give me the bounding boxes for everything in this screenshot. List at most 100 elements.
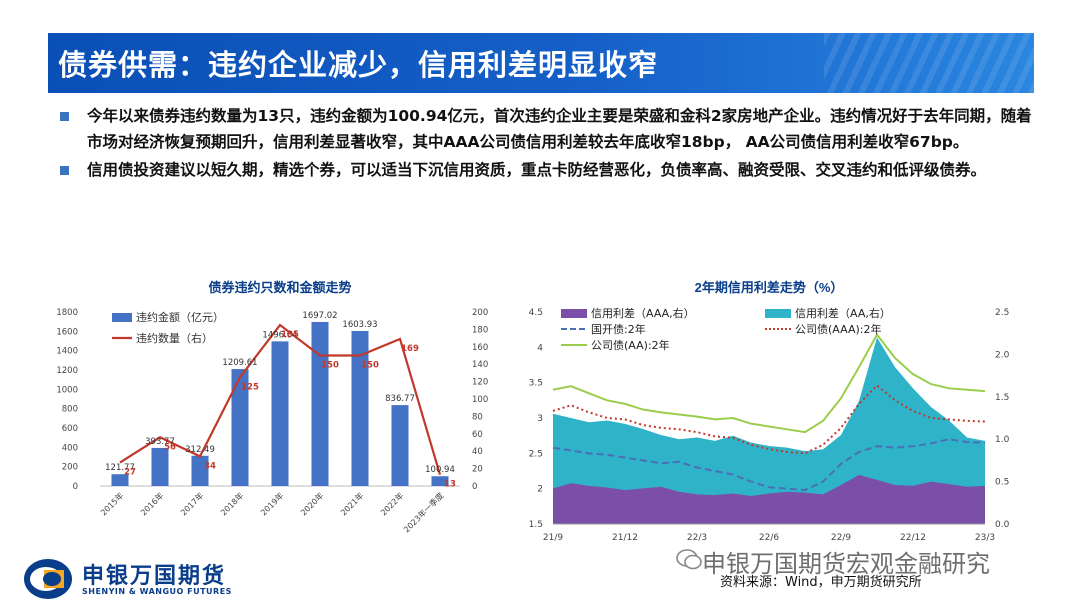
y-right-tick-label: 160 xyxy=(472,343,488,353)
y-left-tick-label: 4 xyxy=(537,343,543,353)
x-tick-label: 2020年 xyxy=(298,490,325,517)
y-left-tick-label: 200 xyxy=(62,463,78,473)
line-data-label: 27 xyxy=(124,468,136,478)
y-right-tick-label: 0 xyxy=(472,482,477,492)
area-series xyxy=(553,474,985,524)
bar xyxy=(271,341,289,486)
bar xyxy=(351,330,369,486)
x-tick-label: 21/9 xyxy=(543,533,563,543)
legend-label: 信用利差（AA,右） xyxy=(795,306,891,320)
x-tick-label: 2015年 xyxy=(98,490,125,517)
legend-swatch xyxy=(561,309,587,318)
y-left-tick-label: 1200 xyxy=(56,366,78,376)
y-left-tick-label: 2 xyxy=(537,485,543,495)
bullet-text: 信用债投资建议以短久期，精选个券，可以适当下沉信用资质，重点卡防经营恶化，负债率… xyxy=(87,161,987,179)
legend-label: 信用利差（AAA,右） xyxy=(591,306,695,320)
x-tick-label: 2017年 xyxy=(178,490,205,517)
bar-data-label: 1697.02 xyxy=(302,311,337,321)
y-right-tick-label: 2.0 xyxy=(995,350,1010,360)
line-data-label: 56 xyxy=(164,442,176,452)
y-right-tick-label: 60 xyxy=(472,430,483,440)
chart-title: 债券违约只数和金额走势 xyxy=(208,280,351,295)
y-right-tick-label: 1.5 xyxy=(995,393,1009,403)
count-line xyxy=(119,323,442,476)
line-data-label: 150 xyxy=(361,361,379,371)
y-left-tick-label: 2.5 xyxy=(529,449,543,459)
bullet-square-icon xyxy=(60,112,69,121)
y-right-tick-label: 20 xyxy=(472,465,483,475)
bar xyxy=(191,455,209,486)
x-tick-label: 2023年一季度 xyxy=(401,490,445,534)
line-series xyxy=(552,384,986,455)
y-right-tick-label: 40 xyxy=(472,447,483,457)
title-bar: 债券供需：违约企业减少，信用利差明显收窄 xyxy=(48,33,1034,93)
bar xyxy=(231,369,249,486)
bar-data-label: 312.49 xyxy=(185,445,215,455)
x-tick-label: 22/3 xyxy=(687,533,707,543)
line-data-label: 34 xyxy=(204,461,216,471)
bullet-text: 今年以来债券违约数量为13只，违约金额为100.94亿元，首次违约企业主要是荣盛… xyxy=(87,107,1032,151)
y-left-tick-label: 1000 xyxy=(56,385,78,395)
wechat-icon xyxy=(676,549,702,570)
title-bar-decoration xyxy=(824,33,1034,93)
bullet-square-icon xyxy=(60,166,69,175)
x-tick-label: 2022年 xyxy=(378,490,405,517)
area-series xyxy=(553,337,985,524)
y-left-tick-label: 1600 xyxy=(56,327,78,337)
y-left-tick-label: 0 xyxy=(73,482,78,492)
legend-label: 国开债:2年 xyxy=(591,322,646,336)
watermark: 申银万国期货宏观金融研究 xyxy=(672,544,990,579)
x-tick-label: 2021年 xyxy=(338,490,365,517)
watermark-text: 申银万国期货宏观金融研究 xyxy=(702,550,990,578)
y-right-tick-label: 0.5 xyxy=(995,478,1009,488)
line-data-label: 185 xyxy=(281,330,299,340)
x-tick-label: 2018年 xyxy=(218,490,245,517)
legend-label: 违约数量（右） xyxy=(136,331,213,345)
x-tick-label: 22/9 xyxy=(831,533,851,543)
legend-label: 公司债(AA):2年 xyxy=(591,338,670,352)
y-left-tick-label: 1.5 xyxy=(529,520,543,530)
bar-data-label: 121.77 xyxy=(105,463,135,473)
bar xyxy=(111,474,129,486)
y-left-tick-label: 3 xyxy=(537,414,543,424)
line-data-label: 13 xyxy=(444,480,456,490)
line-data-label: 150 xyxy=(321,361,339,371)
y-left-tick-label: 1800 xyxy=(56,308,78,318)
logo-emblem-icon xyxy=(24,559,72,599)
bar-data-label: 1496.04 xyxy=(262,330,297,340)
y-right-tick-label: 100 xyxy=(472,395,488,405)
y-left-tick-label: 3.5 xyxy=(529,379,543,389)
x-tick-label: 2019年 xyxy=(258,490,285,517)
y-left-tick-label: 400 xyxy=(62,443,78,453)
y-right-tick-label: 200 xyxy=(472,308,488,318)
line-data-label: 169 xyxy=(401,344,419,354)
y-right-tick-label: 0.0 xyxy=(995,520,1010,530)
bar xyxy=(151,447,169,486)
bar xyxy=(431,476,449,486)
bar-data-label: 100.94 xyxy=(425,465,455,475)
default-bar-chart: 债券违约只数和金额走势02004006008001000120014001600… xyxy=(56,280,488,534)
y-left-tick-label: 800 xyxy=(62,405,78,415)
y-right-tick-label: 1.0 xyxy=(995,435,1010,445)
x-tick-label: 2016年 xyxy=(138,490,165,517)
line-series xyxy=(552,332,986,434)
y-left-tick-label: 1400 xyxy=(56,347,78,357)
legend-swatch xyxy=(765,309,791,318)
bullet-list: 今年以来债券违约数量为13只，违约金额为100.94亿元，首次违约企业主要是荣盛… xyxy=(55,103,1040,185)
bullet-item: 今年以来债券违约数量为13只，违约金额为100.94亿元，首次违约企业主要是荣盛… xyxy=(55,103,1040,155)
y-right-tick-label: 180 xyxy=(472,325,488,335)
y-right-tick-label: 140 xyxy=(472,360,488,370)
logo-name: 申银万国期货 xyxy=(82,564,227,589)
x-tick-label: 22/6 xyxy=(759,533,779,543)
source-note: 资料来源：Wind，申万期货研究所 xyxy=(720,575,922,590)
page-title: 债券供需：违约企业减少，信用利差明显收窄 xyxy=(58,48,659,82)
y-right-tick-label: 80 xyxy=(472,412,483,422)
y-left-tick-label: 4.5 xyxy=(529,308,543,318)
bar-data-label: 1209.61 xyxy=(222,358,257,368)
bar-data-label: 1603.93 xyxy=(342,320,377,330)
bar-data-label: 836.77 xyxy=(385,394,415,404)
legend-swatch-amount xyxy=(112,313,132,322)
y-left-tick-label: 600 xyxy=(62,424,78,434)
chart-title: 2年期信用利差走势（%） xyxy=(695,280,844,295)
line-series xyxy=(552,438,986,492)
